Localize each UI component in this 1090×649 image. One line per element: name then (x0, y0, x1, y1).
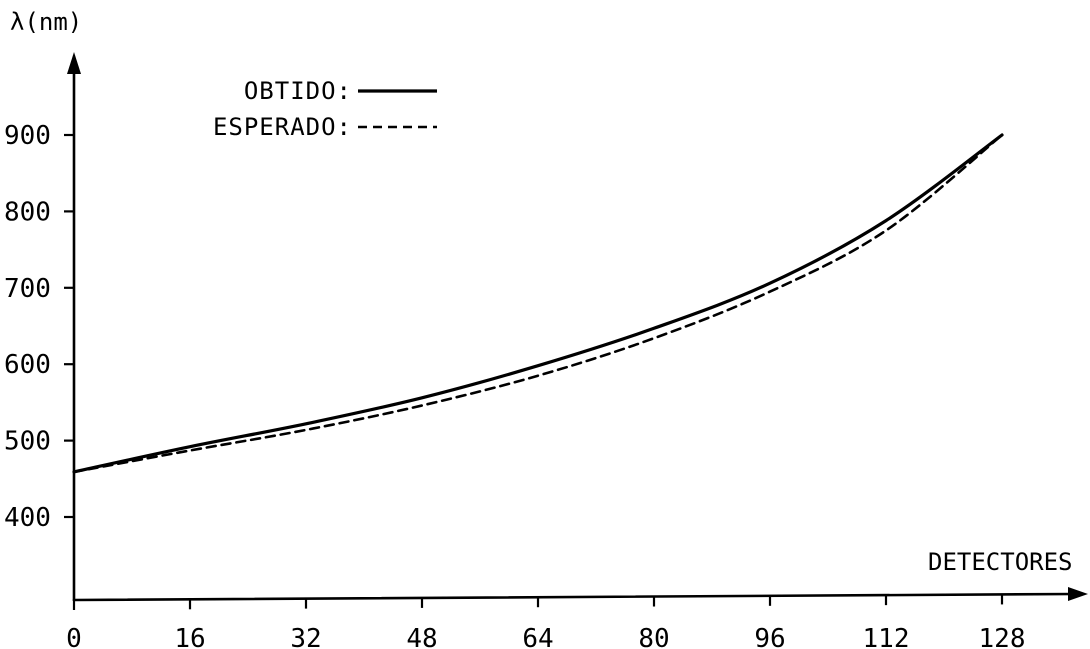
y-ticks: 400 500 600 700 800 900 (4, 121, 74, 533)
y-axis-arrow-icon (67, 52, 81, 74)
legend-label-esperado: ESPERADO: (213, 113, 352, 141)
series-layer (72, 133, 1004, 474)
x-tick-label: 0 (66, 624, 82, 649)
x-tick-label: 32 (290, 624, 321, 649)
x-axis-line (72, 592, 1077, 602)
legend-label-obtido: OBTIDO: (244, 77, 352, 105)
x-tick-label: 48 (406, 624, 437, 649)
x-tick-label: 112 (863, 624, 910, 649)
x-tick-label: 128 (979, 624, 1026, 649)
x-axis-label: DETECTORES (928, 548, 1073, 576)
y-tick-label: 400 (4, 503, 51, 533)
y-tick-label: 600 (4, 350, 51, 380)
x-tick-label: 64 (522, 624, 553, 649)
y-tick-label: 800 (4, 197, 51, 227)
x-ticks: 0 16 32 48 64 80 96 112 128 (66, 594, 1025, 649)
axes (67, 52, 1088, 602)
x-axis-arrow-icon (1068, 587, 1088, 601)
x-tick-label: 16 (174, 624, 205, 649)
y-axis-label: λ(nm) (10, 8, 82, 36)
x-tick-label: 80 (638, 624, 669, 649)
legend: OBTIDO: ESPERADO: (213, 77, 437, 141)
y-tick-label: 500 (4, 427, 51, 457)
series-line-obtido (72, 133, 1004, 474)
y-tick-label: 900 (4, 121, 51, 151)
series-line-esperado (72, 133, 1004, 474)
y-tick-label: 700 (4, 274, 51, 304)
x-tick-label: 96 (754, 624, 785, 649)
